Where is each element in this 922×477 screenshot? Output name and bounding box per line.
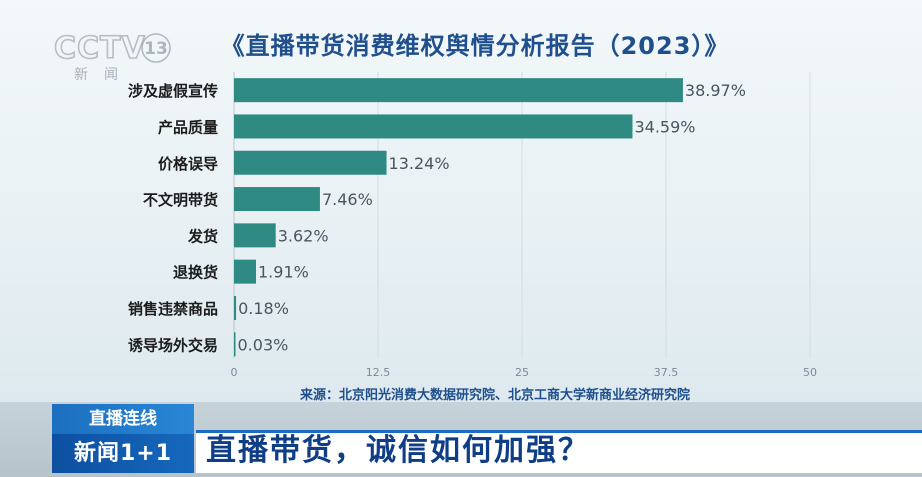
value-label: 38.97% [685, 81, 746, 100]
value-label: 7.46% [322, 190, 373, 209]
chart-title: 《直播带货消费维权舆情分析报告（2023）》 [220, 32, 730, 60]
headline: 直播带货，诚信如何加强？ [206, 433, 590, 468]
program-tag-live: 直播连线 [52, 404, 194, 434]
logo-text: CCTV [54, 31, 146, 66]
headline-bar [196, 430, 922, 473]
bar-chart: 0 12.5 25 37.5 50 涉及虚假宣传 38.97% 产品质量 34.59% 价格误导 1… [128, 72, 817, 379]
category-label: 销售违禁商品 [128, 300, 218, 318]
bar [234, 295, 237, 320]
bar [234, 332, 236, 357]
source-note: 来源：北京阳光消费大数据研究院、北京工商大学新商业经济研究院 [300, 388, 691, 403]
x-tick-label: 50 [803, 366, 817, 379]
x-tick-label: 25 [515, 366, 529, 379]
category-label: 不文明带货 [143, 191, 218, 209]
cctv13-logo: CCTV 13 新闻 [52, 30, 174, 83]
bar [234, 150, 387, 175]
program-tag-name: 新闻1+1 [52, 434, 194, 473]
value-label: 0.18% [238, 299, 289, 318]
bar [234, 187, 320, 212]
bar [234, 259, 257, 284]
category-label: 退换货 [173, 264, 218, 282]
logo-channel: 13 [144, 39, 168, 59]
category-label: 发货 [187, 227, 218, 245]
bar [234, 223, 276, 248]
category-label: 诱导场外交易 [128, 336, 218, 354]
value-label: 1.91% [258, 263, 309, 282]
category-label: 价格误导 [158, 155, 218, 173]
value-label: 3.62% [278, 226, 329, 245]
x-tick-label: 0 [231, 366, 238, 379]
x-tick-label: 37.5 [654, 366, 679, 379]
category-label: 产品质量 [158, 118, 218, 136]
value-label: 13.24% [389, 154, 450, 173]
x-tick-label: 12.5 [366, 366, 391, 379]
bar [234, 114, 633, 139]
value-label: 0.03% [238, 335, 289, 354]
category-label: 涉及虚假宣传 [128, 82, 218, 100]
bar [234, 78, 683, 103]
logo-sub: 新闻 [74, 67, 134, 83]
value-label: 34.59% [634, 117, 695, 136]
